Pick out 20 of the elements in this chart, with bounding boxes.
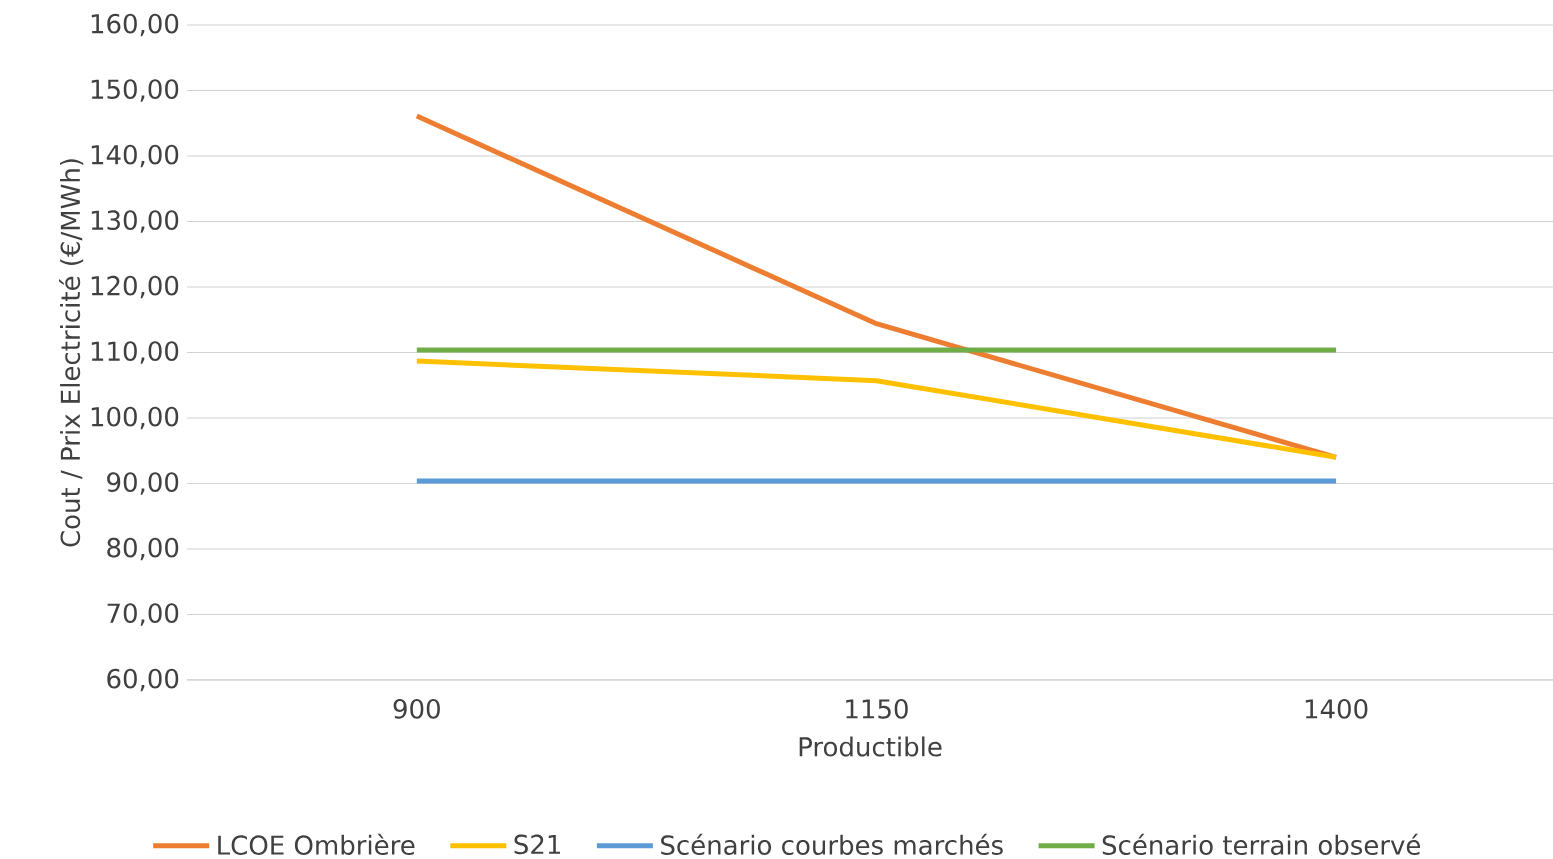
x-tick-label: 1400 (1305, 699, 1368, 719)
legend-label: Scénario courbes marchés (661, 833, 1003, 855)
y-tick-label: 60,00 (107, 668, 179, 692)
legend-label: S21 (514, 834, 560, 855)
y-tick-label: 110,00 (91, 341, 179, 364)
y-tick-label: 150,00 (91, 79, 179, 102)
y-tick-label: 80,00 (107, 537, 179, 561)
legend-label: LCOE Ombrière (218, 833, 415, 855)
y-tick-label: 100,00 (91, 406, 179, 430)
y-tick-label: 130,00 (91, 210, 179, 233)
y-tick-label: 140,00 (91, 144, 179, 168)
y-tick-label: 90,00 (107, 472, 179, 495)
x-axis-title: Productible (799, 736, 942, 757)
x-tick-label: 1150 (846, 699, 908, 719)
legend-label: Scénario terrain observé (1102, 833, 1421, 855)
y-axis-title: Cout / Prix Electricité (€/MWh) (59, 159, 84, 547)
y-tick-label: 120,00 (91, 275, 179, 299)
y-tick-label: 160,00 (91, 13, 179, 37)
y-tick-label: 70,00 (107, 603, 179, 626)
x-tick-label: 900 (393, 699, 440, 719)
